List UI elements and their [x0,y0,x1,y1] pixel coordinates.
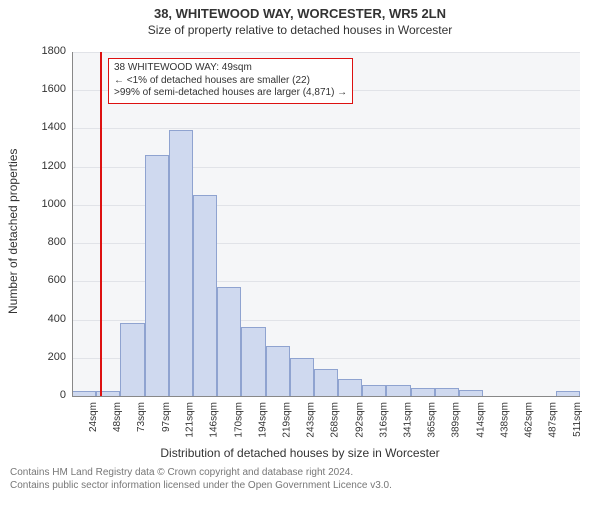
x-axis-line [72,396,580,397]
annotation-callout: 38 WHITEWOOD WAY: 49sqm ← <1% of detache… [108,58,353,104]
histogram-bar [169,130,193,396]
xtick-label: 170sqm [233,402,244,438]
histogram-bar [435,388,459,396]
histogram-bar [217,287,241,396]
xtick-label: 414sqm [475,402,486,438]
histogram-bar [411,388,435,396]
xtick-label: 341sqm [403,402,414,438]
ytick-label: 1200 [32,160,66,172]
histogram-bar [145,155,169,396]
histogram-bar [338,379,362,396]
footer-credits: Contains HM Land Registry data © Crown c… [10,466,590,492]
annotation-line-2: ← <1% of detached houses are smaller (22… [114,75,347,88]
xtick-label: 24sqm [88,402,99,432]
reference-line [100,52,102,396]
ytick-label: 200 [32,351,66,363]
gridline [72,128,580,129]
ytick-label: 1400 [32,121,66,133]
xtick-label: 48sqm [112,402,123,432]
histogram-bar [386,385,410,396]
annotation-line-3: >99% of semi-detached houses are larger … [114,87,347,100]
annotation-line-1: 38 WHITEWOOD WAY: 49sqm [114,62,347,75]
xtick-label: 487sqm [548,402,559,438]
ytick-label: 400 [32,313,66,325]
histogram-bar [266,346,290,396]
ytick-label: 1600 [32,83,66,95]
ytick-label: 800 [32,236,66,248]
xtick-label: 365sqm [427,402,438,438]
histogram-chart: 02004006008001000120014001600180024sqm48… [72,52,580,396]
histogram-bar [362,385,386,396]
xtick-label: 292sqm [354,402,365,438]
xtick-label: 194sqm [257,402,268,438]
histogram-bar [314,369,338,396]
page-title: 38, WHITEWOOD WAY, WORCESTER, WR5 2LN [0,6,600,21]
ytick-label: 1800 [32,45,66,57]
histogram-bar [120,323,144,396]
histogram-bar [241,327,265,396]
histogram-bar [290,358,314,396]
xtick-label: 97sqm [161,402,172,432]
ytick-label: 600 [32,274,66,286]
xtick-label: 511sqm [572,402,583,437]
xtick-label: 73sqm [136,402,147,432]
footer-line-1: Contains HM Land Registry data © Crown c… [10,466,590,479]
ytick-label: 1000 [32,198,66,210]
y-axis-line [72,52,73,396]
footer-line-2: Contains public sector information licen… [10,479,590,492]
x-axis-label: Distribution of detached houses by size … [0,446,600,460]
xtick-label: 316sqm [378,402,389,438]
xtick-label: 146sqm [209,402,220,438]
ytick-label: 0 [32,389,66,401]
page-subtitle: Size of property relative to detached ho… [0,23,600,37]
xtick-label: 121sqm [185,402,196,438]
y-axis-label: Number of detached properties [6,149,20,314]
xtick-label: 389sqm [451,402,462,438]
xtick-label: 219sqm [282,402,293,438]
xtick-label: 268sqm [330,402,341,438]
gridline [72,52,580,53]
xtick-label: 438sqm [499,402,510,438]
histogram-bar [193,195,217,396]
xtick-label: 243sqm [306,402,317,438]
xtick-label: 462sqm [524,402,535,438]
